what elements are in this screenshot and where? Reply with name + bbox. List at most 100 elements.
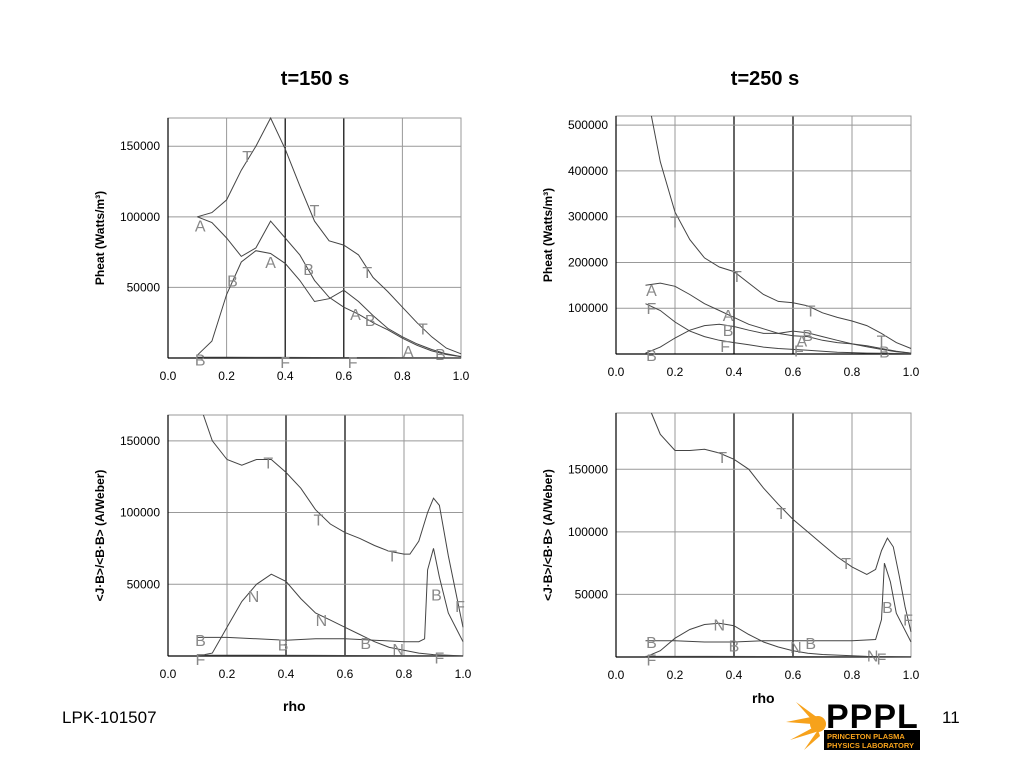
- series-marker-N: N: [790, 640, 802, 657]
- series-marker-B: B: [646, 635, 657, 652]
- series-marker-T: T: [362, 265, 372, 282]
- x-tick-label: 0.2: [667, 365, 684, 379]
- logo-line1: PRINCETON PLASMA: [827, 732, 905, 741]
- x-tick-label: 0.8: [396, 667, 413, 681]
- x-tick-label: 1.0: [453, 369, 470, 383]
- series-marker-N: N: [392, 642, 404, 659]
- pppl-logo: PPPL PRINCETON PLASMA PHYSICS LABORATORY: [786, 698, 920, 750]
- x-tick-label: 0.8: [844, 365, 861, 379]
- logo-line2: PHYSICS LABORATORY: [827, 741, 914, 750]
- series-marker-B: B: [195, 352, 206, 369]
- series-marker-F: F: [903, 612, 913, 629]
- series-marker-B: B: [303, 262, 314, 279]
- series-line-B: [645, 563, 912, 643]
- chart-pheat-t150: 0.0 0.2 0.4 0.6 0.8 1.0 50000 100000 150000 Pheat…: [93, 116, 470, 383]
- y-axis-label: <J·B>/<B·B> (A/Weber): [93, 470, 107, 602]
- series-marker-A: A: [350, 307, 361, 324]
- plot-frame: [615, 115, 912, 355]
- y-axis-label: Pheat (Watts/m³): [541, 188, 555, 282]
- series-marker-F: F: [348, 355, 358, 372]
- y-tick-label: 50000: [127, 577, 161, 591]
- page-number: 11: [942, 708, 960, 727]
- series-marker-T: T: [670, 214, 680, 231]
- series-marker-N: N: [248, 589, 260, 606]
- series-line-T: [197, 116, 462, 355]
- x-axis-label-right: rho: [752, 690, 775, 706]
- series-marker-T: T: [310, 203, 320, 220]
- x-axis-label-left: rho: [283, 698, 306, 714]
- x-tick-label: 0.2: [218, 369, 235, 383]
- plot-area: [615, 115, 912, 355]
- logo-burst-icon: [786, 702, 826, 750]
- x-tick-label: 0.6: [335, 369, 352, 383]
- series-marker-B: B: [227, 273, 238, 290]
- panel-title-t150: t=150 s: [280, 68, 350, 90]
- x-tick-label: 0.4: [726, 668, 743, 682]
- x-tick-label: 0.4: [277, 369, 294, 383]
- series-marker-A: A: [723, 308, 734, 325]
- x-tick-label: 0.4: [726, 365, 743, 379]
- footer-id: LPK-101507: [62, 708, 157, 727]
- series-marker-T: T: [242, 149, 252, 166]
- series-line-F: [197, 356, 462, 359]
- series-marker-T: T: [263, 455, 273, 472]
- y-tick-label: 50000: [575, 587, 609, 601]
- series-marker-F: F: [647, 301, 657, 318]
- series-marker-N: N: [316, 613, 328, 630]
- series-marker-T: T: [314, 513, 324, 530]
- x-tick-label: 0.8: [844, 668, 861, 682]
- x-tick-label: 0.6: [785, 365, 802, 379]
- y-axis-label: <J·B>/<B·B> (A/Weber): [541, 469, 555, 601]
- series-marker-T: T: [877, 333, 887, 350]
- panel-title-t250: t=250 s: [730, 68, 800, 90]
- series-marker-B: B: [729, 639, 740, 656]
- series-line-F: [645, 303, 912, 355]
- series-marker-A: A: [797, 333, 808, 350]
- series-marker-T: T: [776, 506, 786, 523]
- series-marker-B: B: [802, 328, 813, 345]
- series-marker-B: B: [278, 638, 289, 655]
- series-line-T: [202, 414, 464, 628]
- series-marker-F: F: [877, 651, 887, 668]
- series-marker-B: B: [360, 636, 371, 653]
- x-tick-label: 1.0: [903, 668, 920, 682]
- series-line-T: [650, 412, 912, 633]
- series-line-B: [645, 323, 912, 354]
- series-marker-B: B: [646, 348, 657, 365]
- series-marker-N: N: [867, 649, 879, 666]
- series-marker-T: T: [841, 556, 851, 573]
- y-tick-label: 500000: [568, 118, 608, 132]
- series-marker-B: B: [882, 600, 893, 617]
- x-tick-label: 1.0: [903, 365, 920, 379]
- y-tick-label: 100000: [568, 525, 608, 539]
- series-marker-B: B: [805, 636, 816, 653]
- series-marker-T: T: [717, 450, 727, 467]
- y-tick-label: 150000: [568, 462, 608, 476]
- y-axis-label: Pheat (Watts/m³): [93, 191, 107, 285]
- series-line-B: [197, 548, 464, 643]
- series-line-F: [197, 654, 464, 657]
- series-marker-A: A: [646, 283, 657, 300]
- series-marker-F: F: [794, 343, 804, 360]
- x-tick-label: 0.0: [160, 667, 177, 681]
- chart-jb-t250: 0.0 0.2 0.4 0.6 0.8 1.0 50000 100000 150000 <J·B>…: [541, 412, 920, 682]
- y-tick-label: 150000: [120, 139, 160, 153]
- series-marker-F: F: [280, 355, 290, 372]
- y-tick-label: 300000: [568, 210, 608, 224]
- series-marker-T: T: [418, 321, 428, 338]
- y-tick-label: 400000: [568, 164, 608, 178]
- series-line-F: [645, 655, 912, 658]
- x-tick-label: 1.0: [455, 667, 472, 681]
- x-tick-label: 0.0: [160, 369, 177, 383]
- logo-bar: [824, 730, 920, 750]
- series-marker-T: T: [806, 304, 816, 321]
- y-tick-label: 50000: [127, 280, 161, 294]
- series-line-A: [645, 282, 912, 354]
- plot-frame: [615, 412, 912, 658]
- series-marker-F: F: [196, 652, 206, 669]
- series-line-N: [197, 573, 464, 657]
- x-tick-label: 0.2: [219, 667, 236, 681]
- series-marker-T: T: [387, 549, 397, 566]
- series-marker-B: B: [195, 633, 206, 650]
- series-marker-B: B: [365, 313, 376, 330]
